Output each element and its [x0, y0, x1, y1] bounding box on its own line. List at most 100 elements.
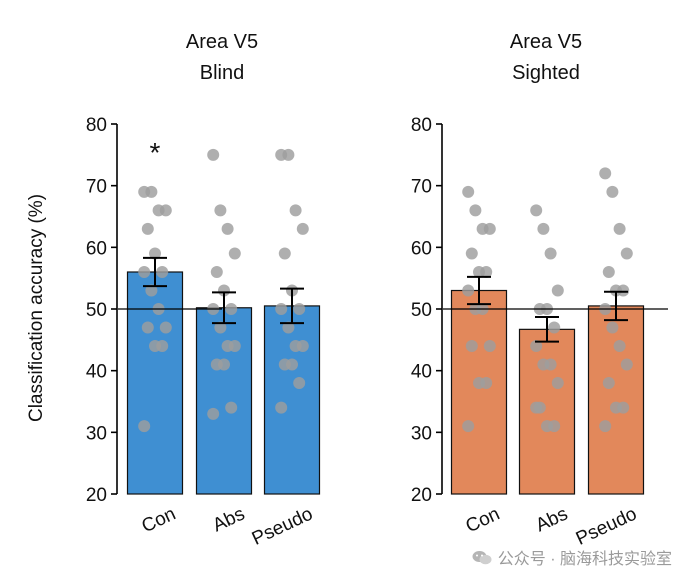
data-point [149, 247, 161, 260]
panel-sighted: Area V5 Sighted 20 30 40 50 60 70 80 Con Abs Pseu… [411, 31, 668, 550]
data-point [613, 222, 626, 235]
data-point [465, 340, 478, 352]
watermark-text: 公众号 · 脑海科技实验室 [497, 551, 672, 568]
y-tick-label: 70 [411, 177, 432, 198]
chart-title-line2: Blind [200, 62, 244, 84]
y-tick-label: 50 [86, 300, 107, 321]
data-point [225, 401, 238, 414]
data-point [599, 167, 612, 180]
data-point [602, 377, 615, 389]
x-tick-label: Abs [210, 503, 249, 536]
y-tick-label: 40 [86, 362, 107, 383]
bar [518, 328, 576, 495]
data-point [218, 358, 230, 371]
bar [450, 289, 508, 495]
x-tick-label: Pseudo [249, 503, 316, 549]
data-point [620, 247, 633, 260]
data-point [480, 377, 493, 389]
y-tick-label: 50 [411, 300, 432, 321]
y-tick-label: 40 [411, 362, 432, 383]
data-point [602, 266, 615, 278]
data-point [548, 321, 561, 334]
data-point [282, 148, 295, 161]
data-point [293, 303, 306, 315]
bar [263, 305, 321, 495]
data-point [207, 148, 220, 161]
data-point [286, 358, 298, 371]
y-tick-label: 20 [411, 485, 432, 506]
data-point [159, 321, 172, 334]
plot-area-sighted: 20 30 40 50 60 70 80 Con Abs Pseudo [411, 115, 668, 550]
data-point [138, 266, 151, 278]
data-point [530, 401, 543, 414]
y-tick-label: 60 [411, 238, 432, 259]
data-point [145, 185, 158, 198]
data-point [462, 284, 475, 297]
x-tick-label: Con [463, 503, 503, 537]
data-point [214, 321, 227, 334]
data-point [275, 303, 288, 315]
chart-title-line1: Area V5 [510, 31, 582, 53]
data-point [551, 284, 564, 297]
data-point [156, 340, 169, 352]
chart-title-line2: Sighted [512, 62, 580, 84]
data-point [469, 204, 482, 217]
y-tick-label: 80 [411, 115, 432, 136]
data-point [606, 321, 619, 334]
data-point [214, 204, 227, 217]
data-point [617, 284, 630, 297]
data-point [483, 222, 496, 235]
data-point [159, 204, 172, 217]
data-point [620, 358, 633, 371]
data-point [465, 247, 478, 260]
data-point [544, 247, 557, 260]
data-point [483, 340, 496, 352]
data-point [141, 321, 154, 334]
bar [587, 305, 645, 495]
data-point [462, 185, 475, 198]
data-point [289, 204, 302, 217]
data-point [156, 266, 169, 278]
watermark: 公众号 · 脑海科技实验室 [472, 545, 672, 569]
panel-blind: Area V5 Blind Classification accuracy (%… [26, 31, 321, 550]
data-point [617, 401, 630, 414]
data-point [228, 340, 241, 352]
x-tick-label: Pseudo [573, 503, 640, 549]
y-tick-label: 70 [86, 177, 107, 198]
data-point [218, 284, 230, 297]
data-point [544, 358, 557, 371]
y-axis-label: Classification accuracy (%) [26, 194, 47, 422]
y-tick-label: 30 [86, 423, 107, 444]
data-point [537, 222, 550, 235]
data-point [530, 204, 543, 217]
significance-marker: * [150, 137, 161, 168]
wechat-icon [472, 550, 492, 564]
data-point [551, 377, 564, 389]
x-tick-label: Abs [533, 503, 572, 536]
chart-title-line1: Area V5 [186, 31, 258, 53]
data-point [275, 401, 288, 414]
bar [195, 307, 253, 495]
data-point [296, 340, 309, 352]
data-point [278, 247, 291, 260]
data-point [548, 420, 561, 433]
plot-area-blind: 20 30 40 50 60 70 80 * Con Abs Pseudo [86, 115, 321, 550]
data-point [462, 420, 475, 433]
data-point [207, 407, 220, 420]
data-point [293, 377, 306, 389]
x-tick-label: Con [139, 503, 179, 537]
data-point [145, 284, 158, 297]
data-point [225, 303, 238, 315]
data-point [228, 247, 241, 260]
data-point [480, 266, 493, 278]
data-point [282, 321, 295, 334]
y-tick-label: 80 [86, 115, 107, 136]
data-point [296, 222, 309, 235]
data-point [141, 222, 154, 235]
data-point [606, 185, 619, 198]
data-point [221, 222, 234, 235]
data-point [530, 340, 543, 352]
y-tick-label: 60 [86, 238, 107, 259]
data-point [210, 266, 223, 278]
